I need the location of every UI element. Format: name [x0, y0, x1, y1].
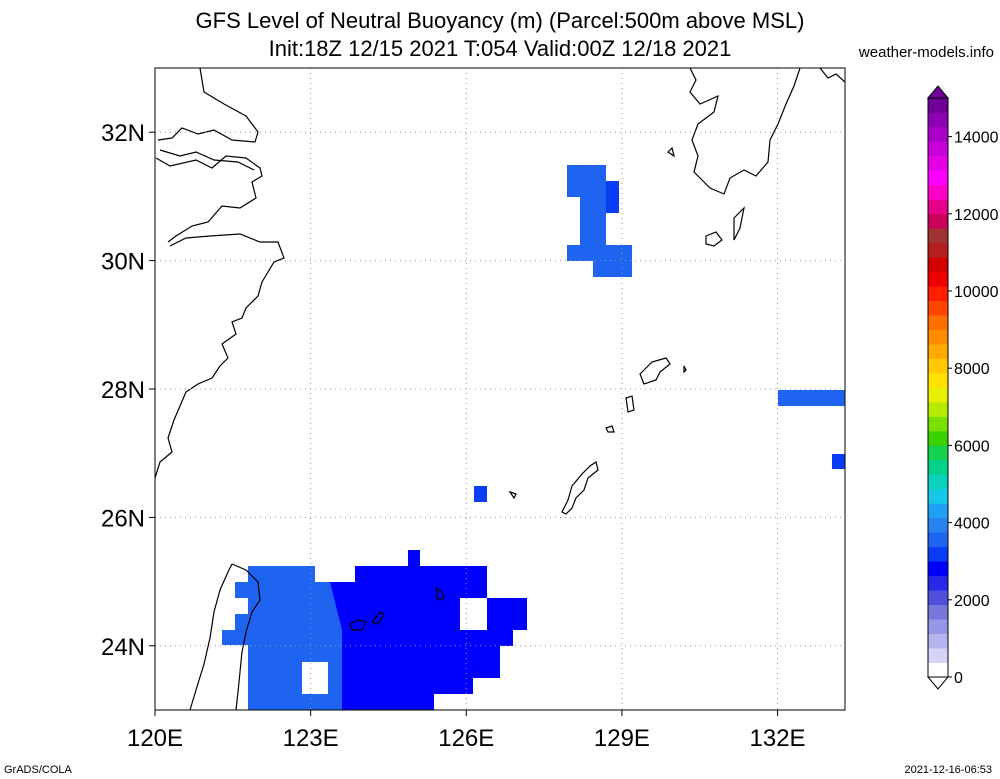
lon-tick-label: 132E	[750, 725, 806, 752]
island-ishigaki	[349, 611, 385, 631]
colorbar-cell	[928, 416, 948, 432]
island-amami	[639, 357, 671, 385]
island-small-4	[667, 146, 675, 158]
colorbar-cell	[928, 329, 948, 345]
lat-axis: 24N 26N 28N 30N 32N	[101, 120, 155, 661]
lat-tick-label: 30N	[101, 249, 145, 276]
fill-hole-1	[460, 598, 487, 630]
colorbar-cell	[928, 184, 948, 200]
lat-tick-label: 28N	[101, 377, 145, 404]
colorbar-cell	[928, 155, 948, 171]
colorbar-cell	[928, 604, 948, 620]
island-small-3	[683, 365, 687, 374]
colorbar-cell	[928, 141, 948, 157]
map-plot-area	[155, 68, 845, 710]
colorbar-cell	[928, 300, 948, 316]
colorbar-cell	[928, 373, 948, 388]
colorbar-frame	[927, 97, 949, 678]
lat-tick-label: 32N	[101, 120, 145, 147]
colorbar-cell	[928, 344, 948, 359]
colorbar-cell	[928, 228, 948, 244]
colorbar-cells	[928, 98, 948, 678]
footer-software-label: GrADS/COLA	[4, 764, 72, 776]
colorbar-label: 6000	[954, 438, 990, 455]
colorbar-cell	[928, 170, 948, 186]
footer-timestamp: 2021-12-16-06:53	[904, 764, 992, 776]
colorbar-cell	[928, 387, 948, 403]
gridlines	[155, 68, 845, 710]
colorbar-cell	[928, 257, 948, 273]
colorbar-cell	[928, 474, 948, 490]
colorbar-cell	[928, 358, 948, 374]
colorbar-cell	[928, 126, 948, 142]
island-miyako	[435, 586, 445, 601]
colorbar-cell	[928, 445, 948, 461]
coastline-taiwan	[189, 563, 261, 710]
coastline-china	[155, 68, 285, 479]
fill-region-south-core	[315, 550, 527, 710]
island-small-1	[605, 425, 615, 433]
fill-region-small-1	[474, 486, 487, 502]
neutral-buoyancy-fill	[222, 165, 845, 710]
fill-region-small-2	[222, 630, 235, 645]
island-small-2	[508, 490, 517, 500]
colorbar-cell	[928, 213, 948, 229]
island-tanegashima	[733, 206, 745, 241]
colorbar-label: 0	[954, 670, 963, 687]
lon-tick-label: 126E	[438, 725, 494, 752]
colorbar-cell	[928, 488, 948, 504]
fill-region-ecs-core	[606, 181, 619, 213]
colorbar-cell	[928, 517, 948, 533]
lon-tick-label: 123E	[283, 725, 339, 752]
lat-tick-label: 26N	[101, 505, 145, 532]
colorbar-cell	[928, 662, 948, 678]
colorbar-cell	[928, 401, 948, 417]
colorbar-cell	[928, 575, 948, 591]
coastline-kyushu	[689, 68, 845, 195]
lat-tick-label: 24N	[101, 634, 145, 661]
colorbar-label: 8000	[954, 361, 990, 378]
lon-axis: 120E 123E 126E 129E 132E	[127, 710, 806, 752]
colorbar-cell	[928, 633, 948, 649]
colorbar-cell	[928, 199, 948, 215]
fill-hole-2	[302, 662, 328, 694]
colorbar-cell	[928, 503, 948, 519]
coastline-china-inner	[159, 149, 255, 171]
colorbar-cell	[928, 271, 948, 287]
colorbar-cell	[928, 430, 948, 446]
colorbar-label: 12000	[954, 207, 999, 224]
colorbar-cell	[928, 590, 948, 606]
colorbar-cell	[928, 532, 948, 548]
colorbar-cell	[928, 619, 948, 634]
colorbar-cell	[928, 242, 948, 258]
colorbar: 0 2000 4000 6000 8000 10000 12000 14000	[926, 85, 999, 690]
chart-title-line1: GFS Level of Neutral Buoyancy (m) (Parce…	[195, 8, 805, 33]
chart-title-line2: Init:18Z 12/15 2021 T:054 Valid:00Z 12/1…	[268, 36, 732, 61]
colorbar-label: 14000	[954, 130, 999, 147]
colorbar-cell	[928, 561, 948, 577]
colorbar-label: 2000	[954, 593, 990, 610]
lon-tick-label: 120E	[127, 725, 183, 752]
colorbar-cell	[928, 315, 948, 330]
colorbar-cell	[928, 286, 948, 302]
colorbar-bottom-arrow	[926, 676, 950, 690]
fill-region-east-2	[832, 454, 845, 469]
colorbar-labels: 0 2000 4000 6000 8000 10000 12000 14000	[948, 130, 999, 687]
colorbar-cell	[928, 546, 948, 562]
coastlines	[155, 68, 845, 710]
island-tokunoshima	[625, 395, 635, 413]
colorbar-cell	[928, 648, 948, 663]
colorbar-cell	[928, 112, 948, 128]
lon-tick-label: 129E	[594, 725, 650, 752]
colorbar-cell	[928, 459, 948, 475]
colorbar-label: 4000	[954, 516, 990, 533]
colorbar-label: 10000	[954, 284, 999, 301]
island-okinawa	[561, 461, 599, 515]
fill-region-east-1	[778, 390, 845, 406]
colorbar-cell	[928, 98, 948, 113]
colorbar-top-arrow	[926, 85, 950, 99]
source-label: weather-models.info	[858, 44, 994, 61]
island-yakushima	[705, 231, 723, 247]
